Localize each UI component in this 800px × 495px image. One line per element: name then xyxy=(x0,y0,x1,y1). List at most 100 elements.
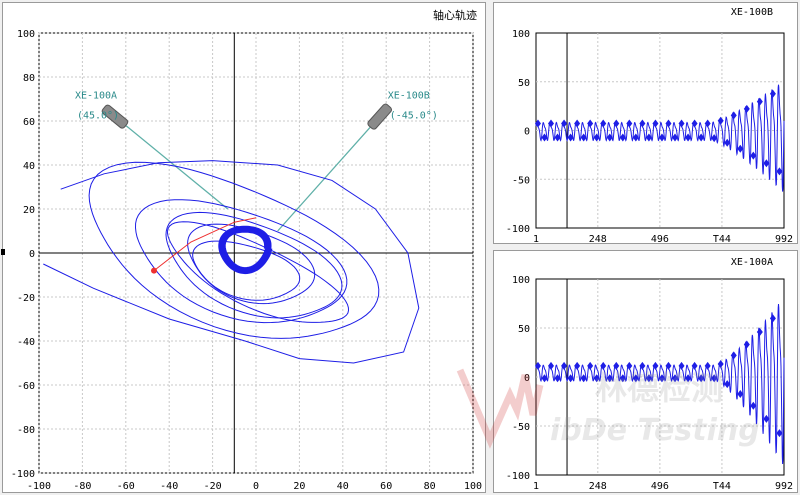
orbit-trace xyxy=(134,199,348,324)
waveform-b-keyphasor-marker xyxy=(652,119,659,128)
waveform-a-keyphasor-marker xyxy=(698,374,705,383)
waveform-b-keyphasor-marker xyxy=(613,119,620,128)
waveform-b-keyphasor-marker xyxy=(685,133,692,142)
waveform-b-x-tick-label: 1 xyxy=(533,234,539,245)
waveform-a-keyphasor-marker xyxy=(672,374,679,383)
probe-name-label: XE-100B xyxy=(388,91,430,102)
waveform-b-keyphasor-marker xyxy=(756,97,763,106)
waveform-panel-a: XE-100A 1 248 496 T44 992 -100 -50 0 50 100 xyxy=(493,250,798,493)
orbit-x-tick-label: -40 xyxy=(160,481,178,492)
orbit-x-tick-label: 60 xyxy=(380,481,392,492)
waveform-a-y-tick-label: 0 xyxy=(524,373,530,384)
orbit-trace xyxy=(192,240,301,301)
waveform-a-keyphasor-marker xyxy=(619,374,626,383)
waveform-b-keyphasor-marker xyxy=(554,133,561,142)
waveform-b-y-tick-label: -100 xyxy=(506,224,530,235)
waveform-b-keyphasor-marker xyxy=(541,133,548,142)
waveform-a-keyphasor-marker xyxy=(737,390,744,399)
probe-sensor-icon xyxy=(367,103,393,130)
waveform-a-keyphasor-marker xyxy=(580,374,587,383)
waveform-a-keyphasor-marker xyxy=(600,361,607,370)
waveform-a-keyphasor-marker xyxy=(632,374,639,383)
orbit-start-point xyxy=(151,267,158,274)
waveform-b-keyphasor-marker xyxy=(580,133,587,142)
waveform-b-y-tick-label: 50 xyxy=(518,78,530,89)
waveform-b-keyphasor-marker xyxy=(717,116,724,125)
orbit-y-tick-label: -80 xyxy=(17,425,35,436)
waveform-b-keyphasor-marker xyxy=(645,133,652,142)
orbit-x-tick-label: 20 xyxy=(293,481,305,492)
orbit-title: 轴心轨迹 xyxy=(433,9,477,22)
waveform-a-keyphasor-marker xyxy=(639,361,646,370)
orbit-panel: 轴心轨迹 -100 -80 -60 -40 -20 0 20 40 60 80 100 -100 -80… xyxy=(1,2,486,493)
waveform-b-keyphasor-marker xyxy=(665,119,672,128)
waveform-a-x-tick-label: 992 xyxy=(775,481,793,492)
waveform-b-keyphasor-marker xyxy=(587,119,594,128)
waveform-b-keyphasor-marker xyxy=(619,133,626,142)
orbit-y-tick-label: 60 xyxy=(23,117,35,128)
waveform-b-keyphasor-marker xyxy=(632,133,639,142)
waveform-a-chart: 1 248 496 T44 992 -100 -50 0 50 100 xyxy=(506,275,793,492)
orbit-x-tick-label: -100 xyxy=(27,481,51,492)
orbit-chart: -100 -80 -60 -40 -20 0 20 40 60 80 100 -100 -80 -60 -4… xyxy=(1,29,482,492)
orbit-y-tick-label: -60 xyxy=(17,381,35,392)
waveform-b-x-tick-label: 992 xyxy=(775,234,793,245)
waveform-a-keyphasor-marker xyxy=(574,361,581,370)
waveform-b-keyphasor-marker xyxy=(698,133,705,142)
probe-line xyxy=(277,116,381,232)
waveform-b-keyphasor-marker xyxy=(763,159,770,168)
waveform-b-keyphasor-marker xyxy=(606,133,613,142)
probe-sensor-icon xyxy=(101,104,129,129)
waveform-b-y-tick-label: -50 xyxy=(512,175,530,186)
waveform-b-keyphasor-marker xyxy=(639,119,646,128)
probe-angle-label: (45.0°) xyxy=(77,111,119,122)
waveform-b-keyphasor-marker xyxy=(626,119,633,128)
waveform-a-keyphasor-marker xyxy=(717,360,724,369)
waveform-b-title: XE-100B xyxy=(730,7,773,18)
waveform-a-keyphasor-marker xyxy=(756,327,763,336)
waveform-a-keyphasor-marker xyxy=(724,380,731,389)
waveform-a-keyphasor-marker xyxy=(691,361,698,370)
waveform-b-chart: 1 248 496 T44 992 -100 -50 0 50 100 xyxy=(506,29,793,245)
waveform-a-keyphasor-marker xyxy=(743,340,750,349)
waveform-a-keyphasor-marker xyxy=(645,374,652,383)
orbit-trace xyxy=(187,223,316,305)
waveform-b-keyphasor-marker xyxy=(600,119,607,128)
waveform-a-x-tick-label: T44 xyxy=(713,481,731,492)
waveform-a-title: XE-100A xyxy=(730,257,773,268)
waveform-a-keyphasor-marker xyxy=(548,361,555,370)
waveform-a-keyphasor-marker xyxy=(750,401,757,410)
waveform-a-keyphasor-marker xyxy=(541,374,548,383)
waveform-a-y-tick-label: 50 xyxy=(518,324,530,335)
waveform-b-keyphasor-marker xyxy=(658,133,665,142)
waveform-b-keyphasor-marker xyxy=(743,104,750,113)
waveform-a-x-tick-label: 248 xyxy=(589,481,607,492)
waveform-b-keyphasor-marker xyxy=(750,151,757,160)
waveform-a-x-tick-label: 1 xyxy=(533,481,539,492)
waveform-a-keyphasor-marker xyxy=(769,314,776,323)
waveform-b-keyphasor-marker xyxy=(704,119,711,128)
waveform-a-keyphasor-marker xyxy=(554,374,561,383)
waveform-b-keyphasor-marker xyxy=(548,119,555,128)
waveform-b-keyphasor-marker xyxy=(593,133,600,142)
orbit-zero-marker xyxy=(1,249,5,255)
orbit-trace xyxy=(165,211,343,319)
waveform-b-keyphasor-marker xyxy=(534,119,541,128)
waveform-b-keyphasor-marker xyxy=(678,119,685,128)
waveform-b-x-tick-label: 496 xyxy=(651,234,669,245)
waveform-a-keyphasor-marker xyxy=(763,414,770,423)
orbit-trace xyxy=(166,221,350,323)
orbit-trace xyxy=(88,161,380,339)
orbit-y-tick-label: -20 xyxy=(17,293,35,304)
waveform-b-keyphasor-marker xyxy=(691,119,698,128)
waveform-a-keyphasor-marker xyxy=(561,361,568,370)
waveform-panel-b: XE-100B 1 248 496 T44 992 -100 -50 0 50 100 xyxy=(493,2,798,245)
waveform-b-x-tick-label: T44 xyxy=(713,234,731,245)
waveform-a-keyphasor-marker xyxy=(567,374,574,383)
waveform-a-keyphasor-marker xyxy=(678,361,685,370)
waveform-b-keyphasor-marker xyxy=(711,134,718,143)
waveform-a-keyphasor-marker xyxy=(626,361,633,370)
orbit-y-tick-label: 0 xyxy=(29,249,35,260)
probe-angle-label: (-45.0°) xyxy=(390,111,438,122)
waveform-a-keyphasor-marker xyxy=(606,374,613,383)
